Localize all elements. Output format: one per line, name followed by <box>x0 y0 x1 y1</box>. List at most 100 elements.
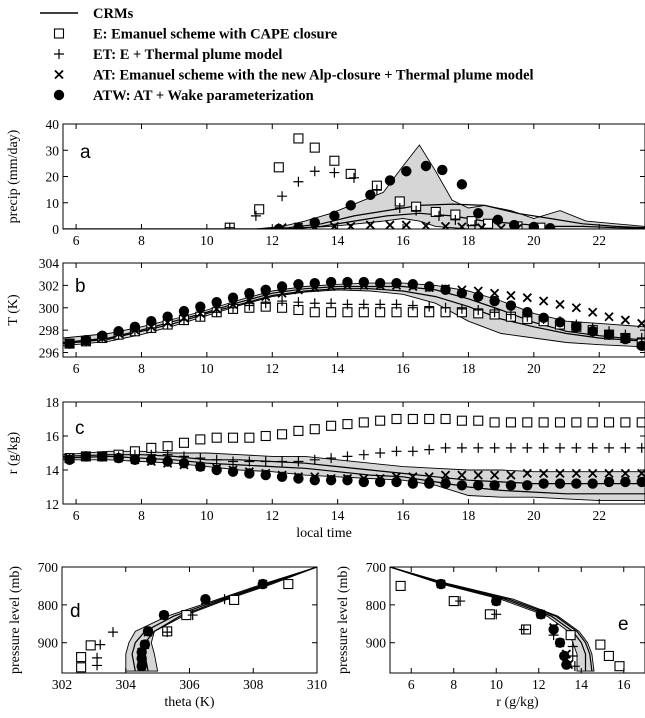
point-ET-plus <box>92 660 103 671</box>
legend-square-marker <box>53 28 65 39</box>
x-tick-label: 18 <box>462 508 476 523</box>
point-ATW-dot <box>391 277 402 289</box>
point-ATW-dot <box>571 478 582 489</box>
point-ATW-dot <box>505 480 517 491</box>
point-E-square <box>571 417 582 428</box>
point-AT-cross <box>401 220 411 229</box>
point-ET-plus <box>309 454 320 465</box>
y-tick-label: 30 <box>46 143 60 158</box>
point-AT-cross <box>496 223 506 229</box>
point-ATW-dot <box>571 321 582 332</box>
y-tick-label: 302 <box>39 278 59 293</box>
point-ATW-dot <box>146 454 157 465</box>
point-ET-plus <box>440 442 451 453</box>
plot-area <box>63 276 645 352</box>
axes-frame <box>389 566 645 674</box>
legend-label: E: Emanuel scheme with CAPE closure <box>93 27 338 43</box>
x-tick-label: 6 <box>73 508 80 523</box>
x-tick-label: 14 <box>331 233 345 248</box>
point-ATW-dot <box>113 326 124 337</box>
point-ET-plus <box>375 448 386 458</box>
point-ATW-dot <box>391 476 402 488</box>
point-ATW-dot <box>420 160 432 172</box>
y-axis-label: pressure level (mb) <box>336 566 351 674</box>
point-ATW-dot <box>603 329 615 340</box>
y-tick-label: 900 <box>38 636 59 651</box>
point-ATW-dot <box>456 480 468 491</box>
point-AT-cross <box>571 303 581 313</box>
series-ATW <box>136 578 269 672</box>
x-tick-label: 304 <box>116 677 137 692</box>
point-ATW-dot <box>620 476 631 488</box>
point-E-square <box>211 432 222 443</box>
point-ATW-dot <box>293 279 304 290</box>
point-ATW-dot <box>473 291 484 302</box>
point-ATW-dot <box>492 214 504 226</box>
panel-b: 6 8 10 12 14 16 18 20 22 296 298 300 302 304 T (K) b <box>6 256 645 376</box>
crm-band <box>63 282 645 348</box>
series-AT <box>436 579 574 670</box>
y-axis-label: T (K) <box>6 294 21 326</box>
point-ET-plus <box>371 184 382 195</box>
point-E-square <box>273 162 284 173</box>
point-ATW-dot <box>80 451 92 462</box>
point-ET-plus <box>250 210 261 221</box>
point-ET-plus <box>329 167 340 178</box>
point-ATW-dot <box>309 277 320 289</box>
axes-frame <box>62 401 645 505</box>
point-E-square <box>522 417 533 428</box>
point-ATW-dot <box>345 200 356 211</box>
point-ATW-dot <box>276 471 288 482</box>
x-tick-label: 12 <box>266 508 280 523</box>
legend-entry-cross: AT: Emanuel scheme with the new Alp-clos… <box>54 68 534 84</box>
series-E <box>76 578 294 673</box>
y-tick-label: 296 <box>39 346 60 361</box>
point-ET-plus <box>569 661 580 672</box>
point-ATW-dot <box>129 454 141 465</box>
plot-area <box>76 567 317 673</box>
point-ET-plus <box>211 454 222 465</box>
point-ATW-dot <box>473 208 484 219</box>
series-ET <box>436 579 580 672</box>
point-ATW-dot <box>407 279 419 290</box>
x-tick-label: 22 <box>592 508 606 523</box>
point-ET-plus <box>489 442 500 453</box>
point-ATW-dot <box>211 464 222 476</box>
point-ET-plus <box>491 609 502 620</box>
point-AT-cross <box>329 221 340 229</box>
point-E-square <box>489 417 500 428</box>
point-E-square <box>620 417 631 428</box>
point-ATW-dot <box>384 175 396 186</box>
legend-entry-dot: ATW: AT + Wake parameterization <box>53 88 314 104</box>
point-ATW-dot <box>489 480 500 491</box>
point-E-square <box>227 432 239 443</box>
point-ET-plus <box>358 449 369 460</box>
y-tick-label: 800 <box>366 598 387 613</box>
point-AT-cross <box>620 468 631 479</box>
x-tick-label: 8 <box>450 677 457 692</box>
point-E-square <box>565 630 576 641</box>
point-ATW-dot <box>64 454 75 465</box>
point-ET-plus <box>260 456 271 467</box>
series-ET <box>224 166 480 229</box>
point-E-square <box>195 434 206 445</box>
point-AT-cross <box>476 223 487 229</box>
x-tick-label: 16 <box>617 677 631 692</box>
point-ATW-dot <box>358 276 370 288</box>
point-E-square <box>636 417 645 428</box>
legend-entry-square: E: Emanuel scheme with CAPE closure <box>53 27 338 43</box>
point-ATW-dot <box>178 458 190 469</box>
point-ATW-dot <box>522 480 533 491</box>
x-axis-label: r (g/kg) <box>496 695 539 710</box>
point-AT-cross <box>588 468 598 479</box>
x-tick-label: 16 <box>396 233 410 248</box>
point-AT-cross <box>506 470 516 480</box>
series-ATW <box>435 578 572 670</box>
point-ATW-dot <box>342 276 353 288</box>
point-ATW-dot <box>146 315 157 327</box>
panels: 6 8 10 12 14 16 18 20 22 0 10 20 30 40 precip (mm/day)… <box>6 117 645 710</box>
legend-label: ET: E + Thermal plume model <box>93 47 282 63</box>
y-axis-label: r (g/kg) <box>6 431 21 474</box>
point-ET-plus <box>440 302 451 313</box>
legend-entry-line: CRMs <box>40 6 134 22</box>
